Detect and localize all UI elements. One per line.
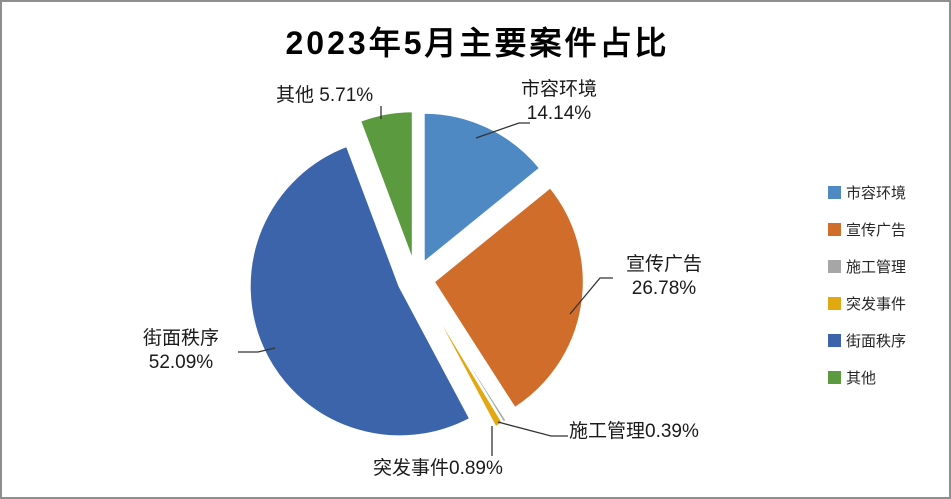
legend-item-others: 其他 xyxy=(828,370,906,387)
slice-label-others: 其他 5.71% xyxy=(276,85,374,106)
legend-item-city-appearance: 市容环境 xyxy=(828,185,906,202)
legend-swatch-icon xyxy=(828,370,841,384)
legend-swatch-icon xyxy=(828,296,841,310)
legend-swatch-icon xyxy=(828,222,841,236)
legend-label: 市容环境 xyxy=(846,184,907,202)
slice-label-ad-promotion-name: 宣传广告 xyxy=(625,254,702,275)
leader-line-市容环境 xyxy=(475,122,530,139)
legend-item-street-order: 街面秩序 xyxy=(828,333,906,350)
legend-swatch-icon xyxy=(828,333,841,347)
slice-label-city-appearance-name: 市容环境 xyxy=(520,79,597,100)
leader-line-施工管理 xyxy=(497,421,568,437)
leader-line-街面秩序 xyxy=(238,347,276,353)
chart-legend: 市容环境 宣传广告 施工管理 突发事件 街面秩序 其他 xyxy=(828,185,906,407)
pie-slice-其他 xyxy=(358,110,414,262)
slice-label-emergencies: 突发事件0.89% xyxy=(373,458,503,479)
legend-label: 突发事件 xyxy=(846,295,907,313)
pie-slice-市容环境 xyxy=(422,111,542,265)
slice-label-city-appearance-pct: 14.14% xyxy=(526,103,592,124)
pie-slice-宣传广告 xyxy=(432,185,585,410)
legend-swatch-icon xyxy=(828,185,841,199)
legend-label: 其他 xyxy=(846,369,877,387)
legend-label: 宣传广告 xyxy=(846,221,907,239)
legend-label: 街面秩序 xyxy=(846,332,907,350)
slice-label-ad-promotion-pct: 26.78% xyxy=(631,278,697,299)
chart-title: 2023年5月主要案件占比 xyxy=(285,25,670,61)
legend-item-construction-mgmt: 施工管理 xyxy=(828,259,906,276)
slice-label-street-order: 街面秩序 52.09% xyxy=(122,327,240,375)
slice-label-construction-mgmt: 施工管理0.39% xyxy=(569,421,699,442)
slice-label-street-order-pct: 52.09% xyxy=(148,352,214,373)
legend-item-emergencies: 突发事件 xyxy=(828,296,906,313)
leader-line-宣传广告 xyxy=(569,277,613,315)
legend-item-ad-promotion: 宣传广告 xyxy=(828,222,906,239)
legend-swatch-icon xyxy=(828,259,841,273)
legend-label: 施工管理 xyxy=(846,258,907,276)
slice-label-ad-promotion: 宣传广告 26.78% xyxy=(605,253,723,301)
slice-label-city-appearance: 市容环境 14.14% xyxy=(500,78,618,126)
slice-label-street-order-name: 街面秩序 xyxy=(142,328,219,349)
pie-slice-街面秩序 xyxy=(248,144,472,438)
